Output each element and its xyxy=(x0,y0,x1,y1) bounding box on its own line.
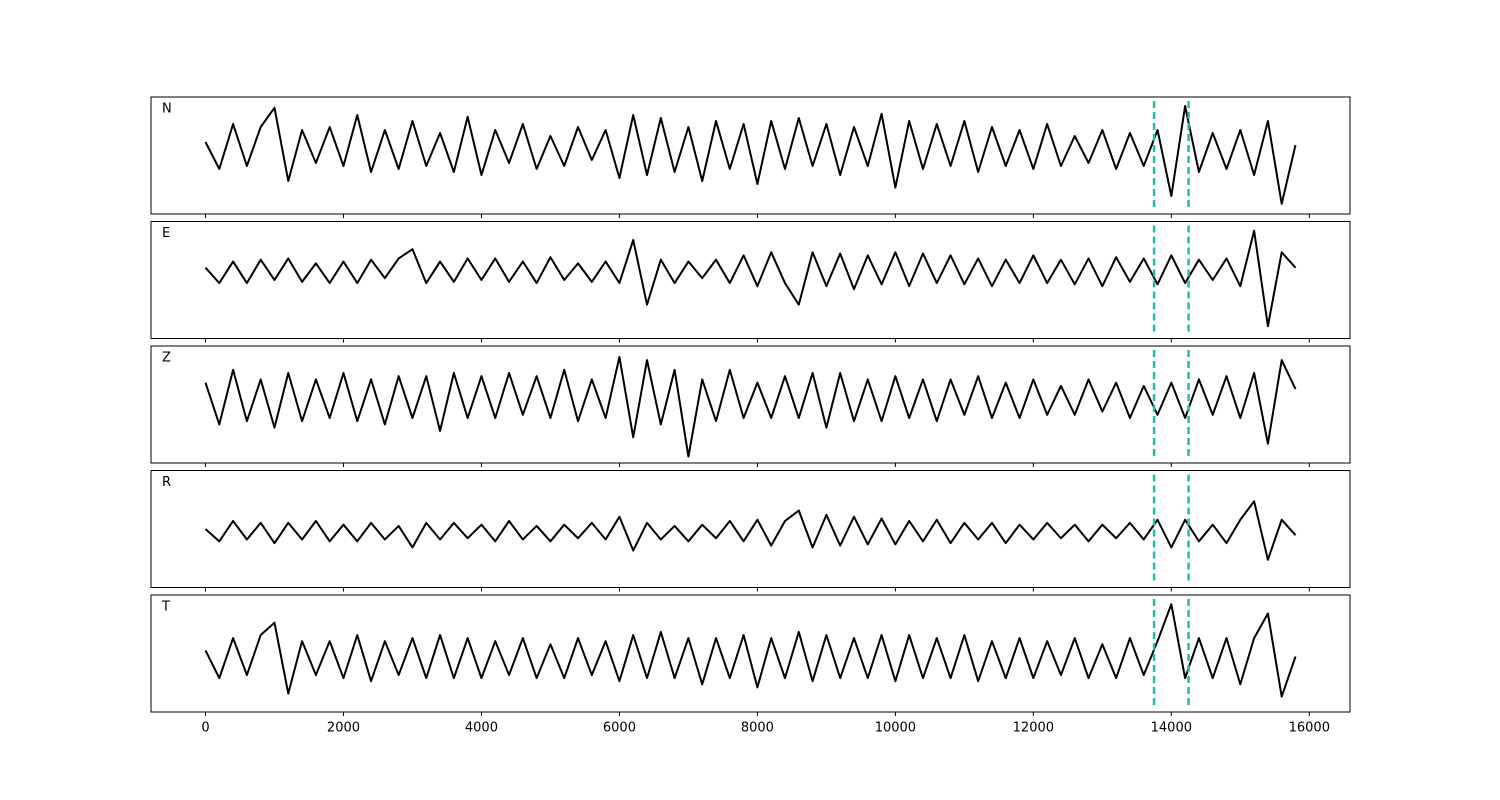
x-tick-label: 4000 xyxy=(465,721,498,736)
x-tick-label: 2000 xyxy=(327,721,360,736)
panel-label: T xyxy=(161,600,170,615)
panel-frame xyxy=(150,345,1351,464)
panel-label: N xyxy=(162,102,172,117)
panel-frame xyxy=(150,470,1351,588)
trace xyxy=(204,105,1297,205)
trace xyxy=(204,603,1297,698)
x-tick-label: 0 xyxy=(201,721,209,736)
x-tick-label: 8000 xyxy=(741,721,774,736)
x-tick-label: 6000 xyxy=(603,721,636,736)
x-tick-label: 10000 xyxy=(875,721,916,736)
panel-label: R xyxy=(162,475,171,490)
x-tick-label: 16000 xyxy=(1289,721,1330,736)
x-tick-label: 12000 xyxy=(1013,721,1054,736)
panel-frame xyxy=(150,96,1351,215)
trace xyxy=(204,355,1297,458)
trace xyxy=(204,500,1297,561)
panel-frame xyxy=(150,594,1351,713)
trace xyxy=(204,229,1297,328)
panel-label: E xyxy=(162,226,170,241)
x-tick-label: 14000 xyxy=(1151,721,1192,736)
panel-frame xyxy=(150,221,1351,339)
panel-label: Z xyxy=(162,351,171,366)
